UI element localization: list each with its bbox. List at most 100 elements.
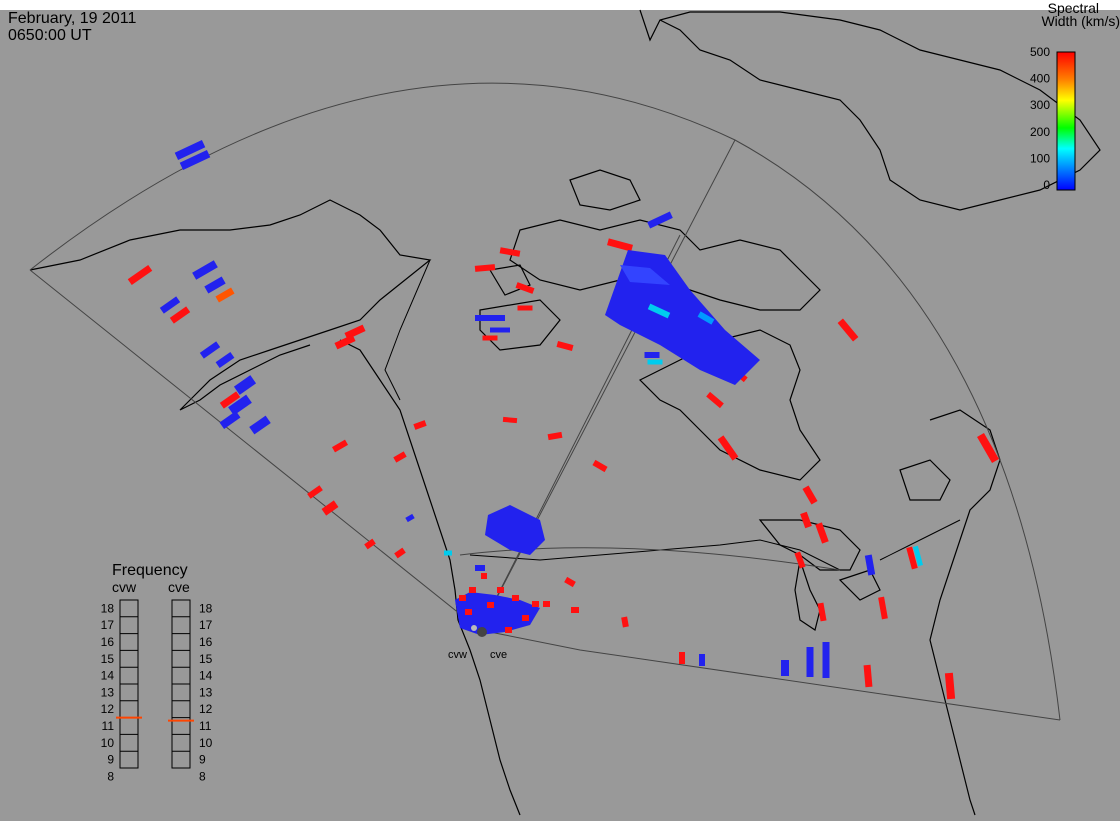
echo-cell <box>482 335 498 341</box>
frequency-tick-right: 13 <box>199 685 213 699</box>
echo-cell <box>532 601 539 607</box>
frequency-tick-right: 14 <box>199 669 213 683</box>
frequency-label-cvw: cvw <box>112 579 137 595</box>
echo-cell <box>697 311 715 325</box>
echo-cell <box>215 351 235 369</box>
echo-cell <box>174 140 206 160</box>
echo-cell <box>469 587 476 593</box>
echo-cell <box>781 660 789 676</box>
echo-cell <box>334 334 356 350</box>
echo-cell <box>906 546 918 570</box>
echo-cell <box>459 595 466 601</box>
frequency-tick-right: 15 <box>199 652 213 666</box>
political-borders <box>384 259 961 571</box>
echo-region <box>455 592 540 635</box>
echo-cell <box>522 615 529 621</box>
echo-cell <box>815 522 829 544</box>
echo-region <box>485 505 545 555</box>
frequency-tick-right: 9 <box>199 753 206 767</box>
frequency-tick-left: 10 <box>101 736 115 750</box>
echo-cell <box>127 264 153 286</box>
date-label: February, 19 2011 <box>8 10 137 27</box>
legend-tick-label: 300 <box>1030 98 1050 112</box>
time-label: 0650:00 UT <box>8 27 92 44</box>
echo-cell <box>717 435 739 461</box>
echo-cell <box>800 511 812 529</box>
echo-cell <box>219 391 241 409</box>
echo-cell <box>977 433 999 463</box>
legend-tick-label: 100 <box>1030 151 1050 165</box>
frequency-tick-left: 12 <box>101 702 115 716</box>
frequency-tick-left: 15 <box>101 652 115 666</box>
echo-cell <box>863 664 873 688</box>
echo-cell <box>228 394 252 416</box>
echo-cell <box>543 601 550 607</box>
frequency-tick-left: 9 <box>107 753 114 767</box>
echo-cell <box>199 341 221 359</box>
echo-cell <box>515 282 535 294</box>
legend-tick-label: 400 <box>1030 72 1050 86</box>
echo-cell <box>621 616 629 628</box>
frequency-tick-left: 8 <box>107 769 114 783</box>
echo-cell <box>706 391 724 409</box>
echo-cell <box>215 287 235 303</box>
echo-cell <box>394 547 406 559</box>
echo-cell <box>512 595 519 601</box>
echo-cell <box>607 238 633 252</box>
frequency-title: Frequency <box>112 562 188 579</box>
echo-cell <box>679 652 685 664</box>
echo-cell <box>332 439 348 453</box>
frequency-label-cve: cve <box>168 579 190 595</box>
legend-title-line1: Spectral <box>1048 0 1099 16</box>
echo-cell <box>307 485 323 499</box>
frequency-tick-right: 12 <box>199 702 213 716</box>
echo-cell <box>806 647 814 677</box>
echo-cell <box>192 260 218 280</box>
echo-cell <box>592 459 608 473</box>
frequency-tick-right: 11 <box>199 719 212 733</box>
echo-cell <box>564 576 576 588</box>
legend-tick-label: 200 <box>1030 125 1050 139</box>
echo-cell <box>502 416 518 424</box>
echo-region <box>605 250 760 385</box>
frequency-tick-left: 11 <box>102 719 115 733</box>
frequency-tick-right: 18 <box>199 601 213 615</box>
echo-cell <box>864 554 876 576</box>
echo-cell <box>475 315 505 321</box>
echo-cell <box>233 375 257 395</box>
echo-cell <box>699 654 705 666</box>
echo-cell <box>393 451 407 463</box>
echo-cell <box>413 420 427 430</box>
frequency-tick-left: 16 <box>101 635 115 649</box>
echo-cell <box>822 642 830 678</box>
echo-cell <box>321 500 339 516</box>
radar-site-label-cve: cve <box>490 649 507 661</box>
echo-cell <box>159 296 181 314</box>
echo-cell <box>802 485 818 505</box>
frequency-tick-left: 13 <box>101 685 115 699</box>
echo-cell <box>344 324 366 340</box>
echo-cell <box>179 150 211 170</box>
color-legend: Spectral Width (km/s) 500 400 300 200 100 0 <box>1030 0 1120 192</box>
echo-region <box>620 265 670 285</box>
radar-echo-scatter <box>127 140 999 700</box>
echo-cell <box>444 550 452 556</box>
echo-cell <box>405 513 415 523</box>
echo-cell <box>490 327 510 333</box>
legend-tick-label: 0 <box>1043 178 1050 192</box>
echo-cell <box>556 341 574 351</box>
frequency-panel: Frequency cvw cve 18 18 17 17 16 16 15 15 14 14 13… <box>101 562 213 783</box>
echo-cell <box>497 587 504 593</box>
radar-site-marker-inner <box>471 625 477 631</box>
echo-cell <box>475 565 485 571</box>
echo-cell <box>837 318 859 342</box>
echo-cell <box>547 431 563 441</box>
echo-cell <box>944 672 956 700</box>
echo-cell <box>249 415 271 435</box>
echo-cell <box>571 607 579 613</box>
frequency-tick-left: 17 <box>101 618 115 632</box>
radar-site-label-cvw: cvw <box>448 649 467 661</box>
frequency-tick-right: 10 <box>199 736 213 750</box>
